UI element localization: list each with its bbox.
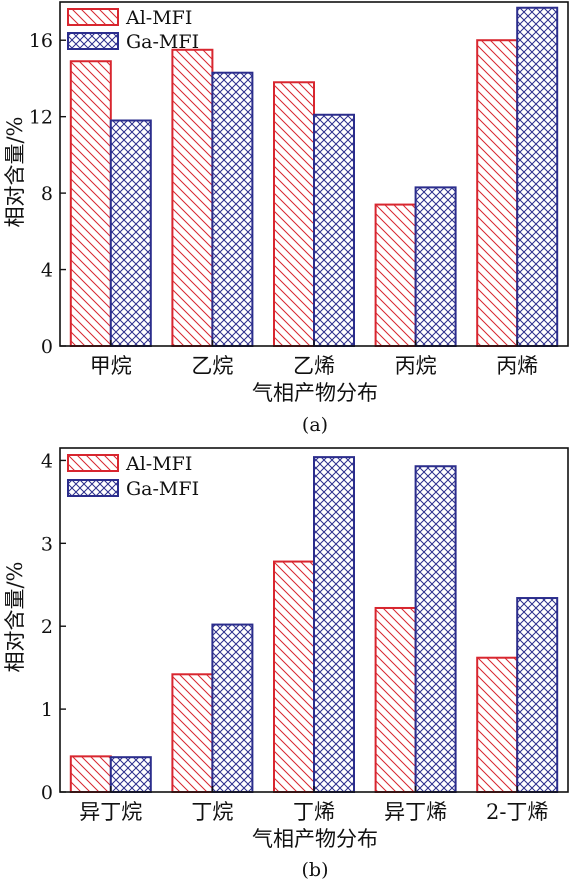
chart-panel-b: 异丁烷 丁烷 丁烯 异丁烯 2-丁烯 0 1 2 3 4 相对含量/% 气相产物分布 (b) Al… xyxy=(3,447,569,881)
panel-a-legend: Al-MFI Ga-MFI xyxy=(67,7,199,53)
panel-a-bars xyxy=(69,6,559,348)
panel-a-ytick-label-3: 12 xyxy=(29,107,53,129)
panel-b-bar-ga-mfi-3 xyxy=(313,456,355,793)
panel-a-bar-al-mfi-2 xyxy=(171,48,214,348)
panel-a-bar-ga-mfi-4 xyxy=(414,186,457,347)
panel-b-xlabel: 气相产物分布 xyxy=(252,827,378,851)
panel-a-legend-label-ga: Ga-MFI xyxy=(126,31,199,53)
panel-b-bar-ga-mfi-2 xyxy=(211,623,254,793)
panel-b-category-label-2: 丁烷 xyxy=(191,800,233,824)
panel-a-ytick-label-4: 16 xyxy=(29,30,53,52)
panel-b-caption: (b) xyxy=(302,859,329,881)
panel-b-category-label-3: 丁烯 xyxy=(293,800,335,824)
panel-b-bar-al-mfi-2 xyxy=(171,673,214,794)
panel-a-bar-al-mfi-1 xyxy=(69,60,112,347)
panel-a-bar-al-mfi-4 xyxy=(374,203,417,347)
panel-b-legend: Al-MFI Ga-MFI xyxy=(67,453,199,500)
panel-b-bar-al-mfi-5 xyxy=(476,656,519,793)
panel-b-ytick-label-0: 0 xyxy=(41,782,53,804)
panel-a-bar-ga-mfi-1 xyxy=(109,119,152,347)
panel-a-ylabel: 相对含量/% xyxy=(3,116,27,227)
panel-a-bar-ga-mfi-3 xyxy=(313,113,355,347)
panel-a-legend-label-al: Al-MFI xyxy=(125,7,192,29)
panel-a-category-label-4: 丙烷 xyxy=(395,354,437,378)
panel-b-bar-ga-mfi-1 xyxy=(109,756,152,794)
panel-b-ticks: 异丁烷 丁烷 丁烯 异丁烯 2-丁烯 0 1 2 3 4 xyxy=(41,450,549,824)
panel-b-bar-al-mfi-3 xyxy=(273,560,315,794)
chart-panel-a: 甲烷 乙烷 乙烯 丙烷 丙烯 0 4 8 12 16 相对含量/% 气相产物分布 (a) Al-M… xyxy=(3,1,569,436)
panel-b-category-label-1: 异丁烷 xyxy=(79,800,142,824)
panel-b-bar-al-mfi-1 xyxy=(69,755,112,793)
panel-a-legend-swatch-ga xyxy=(67,32,119,50)
panel-b-legend-swatch-al xyxy=(67,454,119,472)
panel-a-bar-al-mfi-3 xyxy=(273,81,315,348)
panel-a-caption: (a) xyxy=(302,414,328,436)
panel-a-category-label-5: 丙烯 xyxy=(496,354,538,378)
panel-b-bar-ga-mfi-4 xyxy=(414,465,457,793)
panel-b-bars xyxy=(69,456,559,794)
panel-b-category-label-5: 2-丁烯 xyxy=(486,800,548,824)
panel-a-xlabel: 气相产物分布 xyxy=(252,381,378,405)
panel-b-ytick-label-2: 2 xyxy=(41,616,53,638)
panel-b-category-label-4: 异丁烯 xyxy=(384,800,447,824)
panel-b-bar-ga-mfi-5 xyxy=(516,597,559,794)
panel-b-bar-al-mfi-4 xyxy=(374,606,417,793)
panel-a-ytick-label-1: 4 xyxy=(41,260,53,282)
panel-a-bar-ga-mfi-5 xyxy=(516,6,559,347)
panel-a-legend-swatch-al xyxy=(67,8,119,26)
panel-a-category-label-3: 乙烯 xyxy=(293,354,335,378)
panel-a-category-label-2: 乙烷 xyxy=(191,354,233,378)
panel-a-ytick-label-0: 0 xyxy=(41,336,53,358)
panel-b-ylabel: 相对含量/% xyxy=(3,561,27,672)
panel-b-ytick-label-3: 3 xyxy=(41,533,53,555)
panel-a-bar-ga-mfi-2 xyxy=(211,71,254,347)
panel-b-legend-swatch-ga xyxy=(67,479,119,497)
panel-b-legend-label-ga: Ga-MFI xyxy=(126,478,199,500)
panel-b-ytick-label-4: 4 xyxy=(41,450,53,472)
panel-a-category-label-1: 甲烷 xyxy=(90,354,132,378)
panel-a-ticks: 甲烷 乙烷 乙烯 丙烷 丙烯 0 4 8 12 16 xyxy=(29,30,538,378)
panel-b-ytick-label-1: 1 xyxy=(41,699,53,721)
panel-b-legend-label-al: Al-MFI xyxy=(125,453,192,475)
panel-a-ytick-label-2: 8 xyxy=(41,183,53,205)
panel-a-bar-al-mfi-5 xyxy=(476,39,519,347)
